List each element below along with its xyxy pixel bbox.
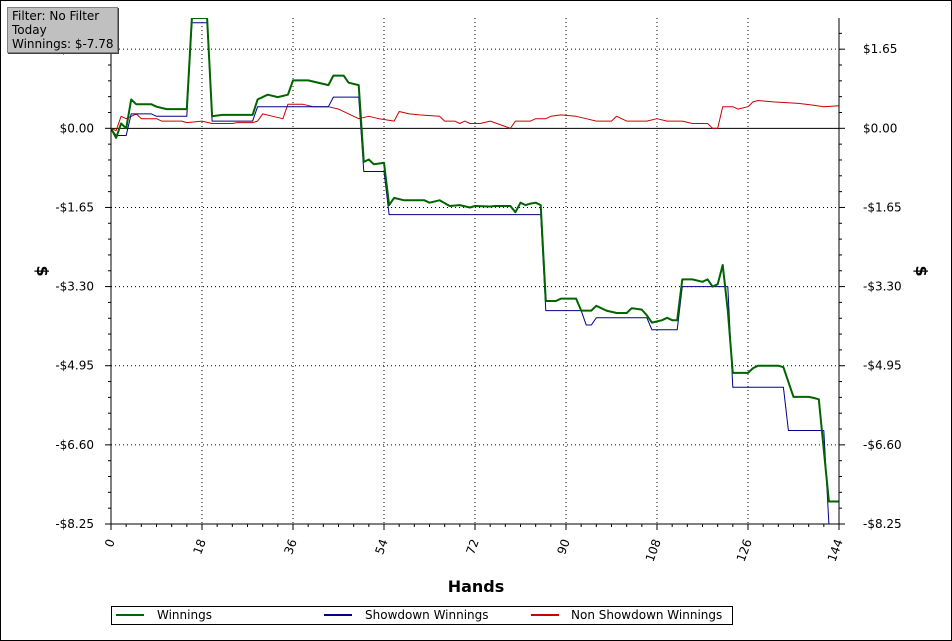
filter-info-box: Filter: No Filter Today Winnings: $-7.78 [7,7,118,53]
legend-label-winnings: Winnings [157,608,212,622]
y-right-tick-label: -$8.25 [863,517,902,531]
y-left-tick-label: -$1.65 [55,200,94,214]
y-left-tick-label: $0.00 [60,121,94,135]
x-axis-title: Hands [448,577,505,596]
y-axis-title-right: $ [912,265,931,276]
x-tick-label: 144 [825,537,846,563]
y-left-tick-label: -$8.25 [55,517,94,531]
y-right-tick-label: -$3.30 [863,280,902,294]
legend-swatch-winnings [116,614,144,616]
winnings-text: Winnings: $-7.78 [12,37,114,51]
y-right-tick-label: $1.65 [863,42,897,56]
x-tick-label: 72 [463,537,481,556]
y-right-tick-label: -$1.65 [863,200,902,214]
y-axis-title-left: $ [33,265,52,276]
legend-label-showdown: Showdown Winnings [365,608,489,622]
x-tick-label: 36 [281,537,299,556]
x-tick-label: 54 [372,537,390,556]
period-text: Today [12,23,47,37]
filter-text: Filter: No Filter [12,9,100,23]
legend-item-non-showdown: Non Showdown Winnings [527,607,732,624]
non-showdown-winnings-line [111,100,839,132]
x-tick-label: 126 [734,537,755,563]
y-left-tick-label: -$4.95 [55,359,94,373]
chart-legend: Winnings Showdown Winnings Non Showdown … [111,606,733,625]
x-tick-label: 0 [102,537,118,549]
legend-item-showdown: Showdown Winnings [320,607,520,624]
legend-swatch-showdown [324,614,352,616]
y-right-tick-label: -$6.60 [863,438,902,452]
y-left-tick-label: -$3.30 [55,280,94,294]
x-tick-label: 108 [643,537,664,563]
legend-label-non-showdown: Non Showdown Winnings [571,608,723,622]
legend-item-winnings: Winnings [112,607,312,624]
legend-swatch-non-showdown [531,614,559,616]
y-left-tick-label: -$6.60 [55,438,94,452]
x-tick-label: 90 [554,537,572,556]
winnings-line [111,18,839,503]
axes: 01836547290108126144$1.65$1.65$0.00$0.00… [55,18,902,564]
y-right-tick-label: -$4.95 [863,359,902,373]
series-lines [111,18,839,524]
x-tick-label: 18 [190,537,208,556]
grid-lines [111,18,839,524]
y-right-tick-label: $0.00 [863,121,897,135]
